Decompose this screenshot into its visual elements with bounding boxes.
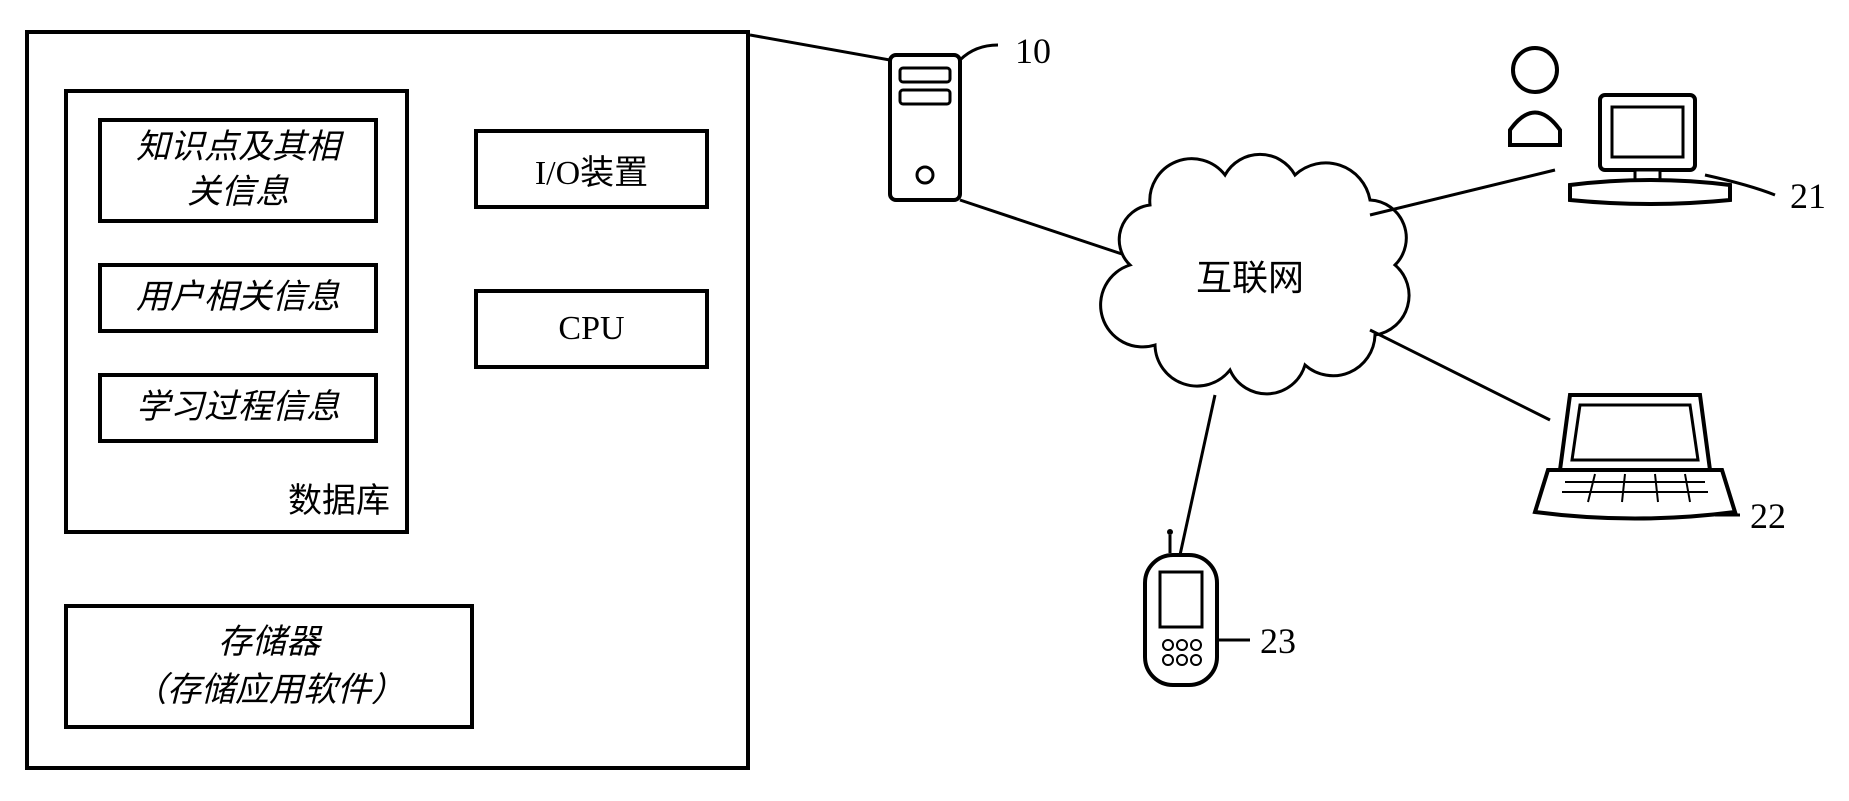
database-box: 知识点及其相关信息 用户相关信息 学习过程信息 数据库	[64, 89, 409, 534]
desktop-id-label: 21	[1790, 175, 1826, 217]
io-device-block: I/O装置	[474, 129, 709, 209]
storage-block: 存储器（存储应用软件）	[64, 604, 474, 729]
user-info-block: 用户相关信息	[98, 263, 378, 333]
leader-server	[960, 45, 998, 60]
laptop-id-label: 22	[1750, 495, 1786, 537]
edge-cloud-to-laptop	[1370, 330, 1550, 420]
laptop-icon	[1535, 395, 1735, 519]
cpu-block: CPU	[474, 289, 709, 369]
network-svg: 互联网	[750, 0, 1849, 801]
cloud-icon: 互联网	[1101, 154, 1409, 393]
knowledge-label: 知识点及其相关信息	[136, 126, 340, 214]
cloud-label: 互联网	[1196, 258, 1304, 298]
knowledge-block: 知识点及其相关信息	[98, 118, 378, 223]
edge-server-to-cloud	[960, 200, 1125, 255]
learning-process-block: 学习过程信息	[98, 373, 378, 443]
user-icon	[1510, 48, 1560, 145]
database-label: 数据库	[288, 473, 390, 522]
edge-cloud-to-phone	[1180, 395, 1215, 555]
learning-process-label: 学习过程信息	[136, 386, 340, 430]
phone-id-label: 23	[1260, 620, 1296, 662]
storage-label: 存储器（存储应用软件）	[133, 619, 405, 714]
io-device-label: I/O装置	[535, 145, 648, 194]
server-tower-icon	[890, 55, 960, 200]
server-id-label: 10	[1015, 30, 1051, 72]
user-info-label: 用户相关信息	[136, 276, 340, 320]
edge-box-to-server	[750, 35, 890, 60]
edge-cloud-to-desktop	[1370, 170, 1555, 215]
cpu-label: CPU	[558, 310, 624, 348]
server-detail-box: 知识点及其相关信息 用户相关信息 学习过程信息 数据库 I/O装置 CPU 存储…	[25, 30, 750, 770]
desktop-icon	[1570, 95, 1730, 204]
